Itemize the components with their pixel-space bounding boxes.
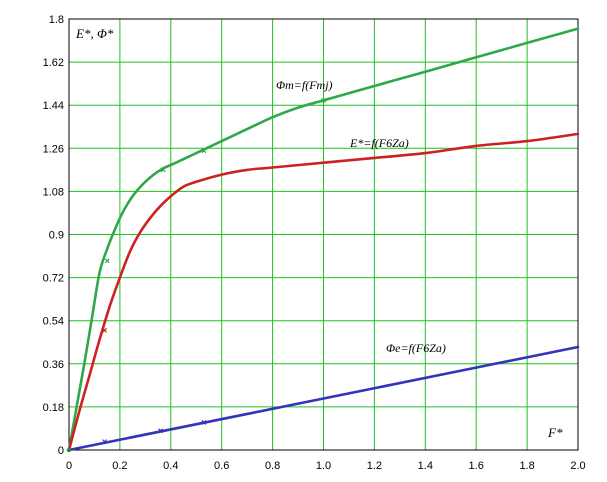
x-tick-label: 1.4 bbox=[418, 460, 433, 472]
y-tick-label: 0.54 bbox=[43, 316, 64, 328]
series-line-2 bbox=[67, 345, 580, 452]
y-tick-label: 0.18 bbox=[43, 402, 64, 414]
x-tick-label: 2.0 bbox=[570, 460, 585, 472]
y-tick-label: 0.9 bbox=[49, 230, 64, 242]
series-line-1 bbox=[67, 132, 580, 452]
series-label-phi-m: Φm=f(Fmj) bbox=[276, 78, 333, 92]
data-point-marker bbox=[201, 148, 207, 154]
data-point-marker bbox=[160, 167, 166, 173]
y-tick-label: 0.36 bbox=[43, 359, 64, 371]
data-point-marker bbox=[321, 97, 326, 103]
tick-labels: 0 0.2 0.4 0.6 0.8 1.0 1.2 1.4 1.6 1.8 2.0 0 0.18 0.36… bbox=[43, 14, 586, 472]
x-tick-label: 1.2 bbox=[367, 460, 382, 472]
x-tick-label: 1.0 bbox=[316, 460, 331, 472]
y-tick-label: 1.08 bbox=[43, 186, 64, 198]
y-tick-label: 0.72 bbox=[43, 273, 64, 285]
data-point-marker bbox=[104, 258, 110, 264]
data-point-marker bbox=[201, 420, 207, 425]
series-layer bbox=[66, 27, 580, 453]
y-axis-title: E*, Φ* bbox=[75, 26, 114, 41]
y-tick-label: 1.26 bbox=[43, 143, 64, 155]
x-tick-label: 1.6 bbox=[469, 460, 484, 472]
plot-frame bbox=[68, 18, 579, 451]
y-tick-label: 1.8 bbox=[49, 14, 64, 26]
x-tick-label: 0.4 bbox=[163, 460, 178, 472]
y-tick-label: 0 bbox=[58, 445, 64, 457]
plot-border bbox=[68, 18, 579, 451]
series-line-0 bbox=[67, 27, 580, 452]
x-tick-label: 0 bbox=[66, 460, 72, 472]
x-tick-label: 0.2 bbox=[112, 460, 127, 472]
series-label-e-star: E*=f(F6Za) bbox=[349, 136, 409, 150]
x-tick-label: 0.8 bbox=[265, 460, 280, 472]
data-point-marker bbox=[158, 428, 164, 434]
grid bbox=[69, 19, 578, 450]
y-tick-label: 1.62 bbox=[43, 57, 64, 69]
x-tick-label: 0.6 bbox=[214, 460, 229, 472]
data-point-marker bbox=[102, 327, 108, 333]
x-axis-title: F* bbox=[547, 425, 563, 440]
y-tick-label: 1.44 bbox=[43, 100, 64, 112]
data-point-marker bbox=[102, 439, 108, 445]
origin-point bbox=[66, 447, 72, 453]
x-tick-label: 1.8 bbox=[519, 460, 534, 472]
series-label-phi-e: Φe=f(F6Za) bbox=[386, 341, 446, 355]
